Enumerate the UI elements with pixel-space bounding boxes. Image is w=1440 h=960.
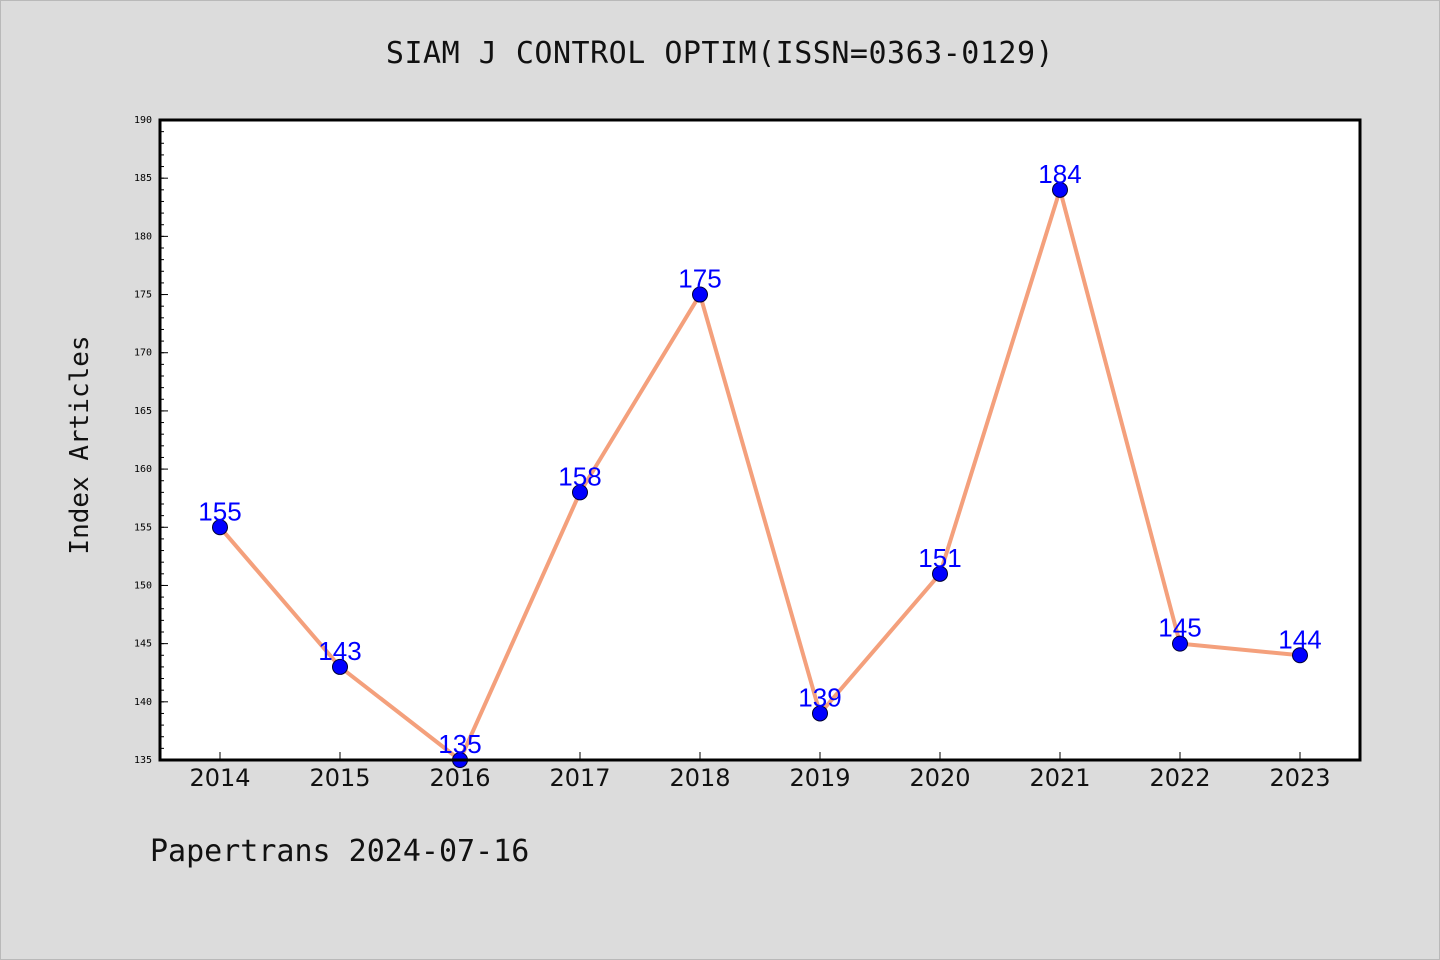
y-tick-label: 150 [134,580,152,591]
x-tick-label: 2016 [429,764,490,792]
x-tick-label: 2020 [909,764,970,792]
series-line [218,187,1302,762]
data-markers [212,181,1308,768]
x-tick-labels: 2014 2015 2016 2017 2018 2019 2020 2021 2022 2023 [189,764,1330,792]
x-tick-label: 2023 [1269,764,1330,792]
y-tick-label: 190 [134,115,152,126]
y-tick-label: 155 [134,522,152,533]
y-tick-label: 165 [134,406,152,417]
data-point-marker [812,705,828,722]
x-tick-label: 2022 [1149,764,1210,792]
data-point-marker [932,565,948,582]
footer-stamp: Papertrans 2024-07-16 [150,834,530,869]
data-point-marker [1292,647,1308,664]
data-label: 144 [1278,624,1321,654]
chart-title: SIAM J CONTROL OPTIM(ISSN=0363-0129) [385,36,1055,71]
y-tick-label: 135 [134,755,152,766]
data-label: 145 [1158,613,1201,643]
x-tick-label: 2019 [789,764,850,792]
data-labels: 155 143 135 158 175 139 151 184 145 144 [198,159,1321,759]
data-point-marker [332,658,348,675]
plot-area [160,120,1360,760]
y-tick-labels: 135 140 145 150 155 160 165 170 175 180 185 190 [134,115,152,766]
y-tick-label: 140 [134,697,152,708]
y-tick-label: 185 [134,173,152,184]
data-point-marker [1172,635,1188,652]
data-label: 158 [558,461,601,491]
data-label: 184 [1038,159,1081,189]
data-label: 139 [798,682,841,712]
data-label: 135 [438,729,481,759]
x-tick-label: 2021 [1029,764,1090,792]
data-point-marker [1052,181,1068,198]
y-tick-label: 145 [134,639,152,650]
data-label: 175 [678,264,721,294]
data-point-marker [212,519,228,536]
data-label: 151 [918,543,961,573]
data-label: 143 [318,636,361,666]
y-tick-label: 175 [134,290,152,301]
x-tick-label: 2017 [549,764,610,792]
data-point-marker [692,286,708,303]
data-label: 155 [198,496,241,526]
plot-frame [158,118,1362,762]
y-tick-label: 180 [134,231,152,242]
x-tick-label: 2014 [189,764,250,792]
data-point-marker [572,484,588,501]
x-tick-label: 2015 [309,764,370,792]
y-tick-label: 170 [134,348,152,359]
x-tick-label: 2018 [669,764,730,792]
y-tick-label: 160 [134,464,152,475]
